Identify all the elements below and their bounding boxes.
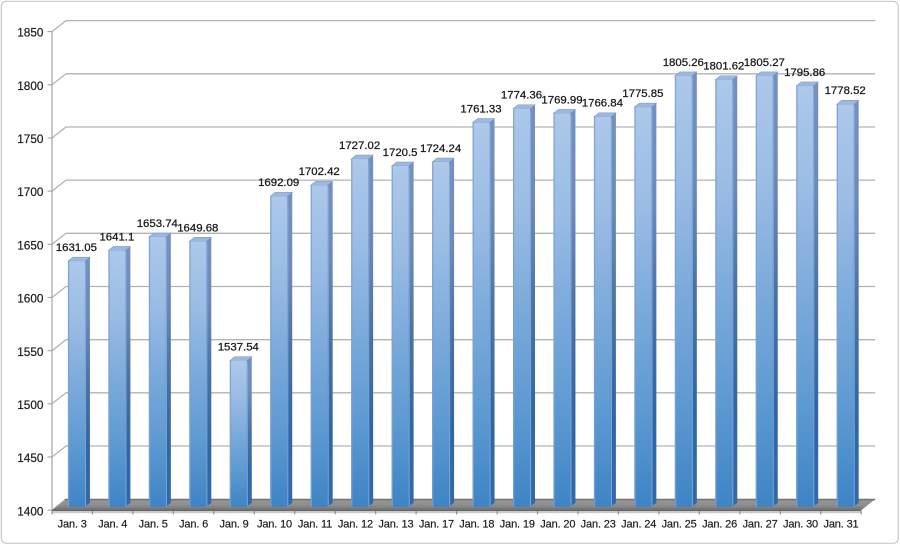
svg-text:Jan. 27: Jan. 27 <box>743 518 778 530</box>
svg-text:1761.33: 1761.33 <box>460 104 501 116</box>
svg-text:Jan. 10: Jan. 10 <box>257 518 292 530</box>
svg-text:1795.86: 1795.86 <box>784 67 825 79</box>
svg-text:1774.36: 1774.36 <box>501 90 542 102</box>
svg-text:Jan. 12: Jan. 12 <box>338 518 373 530</box>
svg-text:1700: 1700 <box>17 185 44 199</box>
svg-text:Jan. 18: Jan. 18 <box>459 518 494 530</box>
svg-text:1805.26: 1805.26 <box>663 57 704 69</box>
svg-text:1702.42: 1702.42 <box>299 166 340 178</box>
svg-text:Jan. 4: Jan. 4 <box>98 518 127 530</box>
svg-text:1450: 1450 <box>17 451 44 465</box>
svg-text:Jan. 6: Jan. 6 <box>179 518 208 530</box>
svg-text:1692.09: 1692.09 <box>258 177 299 189</box>
svg-text:1720.5: 1720.5 <box>383 147 418 159</box>
svg-text:1649.68: 1649.68 <box>177 222 218 234</box>
svg-text:Jan. 31: Jan. 31 <box>823 518 858 530</box>
svg-text:1550: 1550 <box>17 345 44 359</box>
svg-text:Jan. 17: Jan. 17 <box>419 518 454 530</box>
svg-text:1400: 1400 <box>17 504 44 518</box>
svg-text:1631.05: 1631.05 <box>56 242 97 254</box>
svg-text:1537.54: 1537.54 <box>218 342 259 354</box>
svg-text:1727.02: 1727.02 <box>339 140 380 152</box>
svg-text:Jan. 24: Jan. 24 <box>621 518 656 530</box>
svg-text:Jan. 19: Jan. 19 <box>500 518 535 530</box>
svg-text:1641.1: 1641.1 <box>99 231 134 243</box>
svg-text:1775.85: 1775.85 <box>622 88 663 100</box>
svg-text:Jan. 3: Jan. 3 <box>58 518 87 530</box>
svg-text:Jan. 23: Jan. 23 <box>581 518 616 530</box>
svg-text:Jan. 25: Jan. 25 <box>662 518 697 530</box>
svg-text:1750: 1750 <box>17 132 44 146</box>
svg-text:1724.24: 1724.24 <box>420 143 461 155</box>
svg-text:Jan. 5: Jan. 5 <box>139 518 168 530</box>
svg-text:1801.62: 1801.62 <box>703 61 744 73</box>
svg-text:1805.27: 1805.27 <box>744 57 785 69</box>
svg-text:1650: 1650 <box>17 238 44 252</box>
svg-text:Jan. 11: Jan. 11 <box>298 518 332 530</box>
svg-text:1500: 1500 <box>17 398 44 412</box>
svg-text:1778.52: 1778.52 <box>825 85 866 97</box>
svg-text:Jan. 9: Jan. 9 <box>220 518 249 530</box>
svg-text:Jan. 30: Jan. 30 <box>783 518 818 530</box>
svg-text:1766.84: 1766.84 <box>582 98 623 110</box>
svg-text:Jan. 13: Jan. 13 <box>378 518 413 530</box>
svg-text:1850: 1850 <box>17 26 44 40</box>
svg-text:Jan. 20: Jan. 20 <box>540 518 575 530</box>
svg-text:1600: 1600 <box>17 292 44 306</box>
svg-text:1800: 1800 <box>17 79 44 93</box>
svg-text:Jan. 26: Jan. 26 <box>702 518 737 530</box>
svg-text:1653.74: 1653.74 <box>137 218 178 230</box>
svg-text:1769.99: 1769.99 <box>541 94 582 106</box>
